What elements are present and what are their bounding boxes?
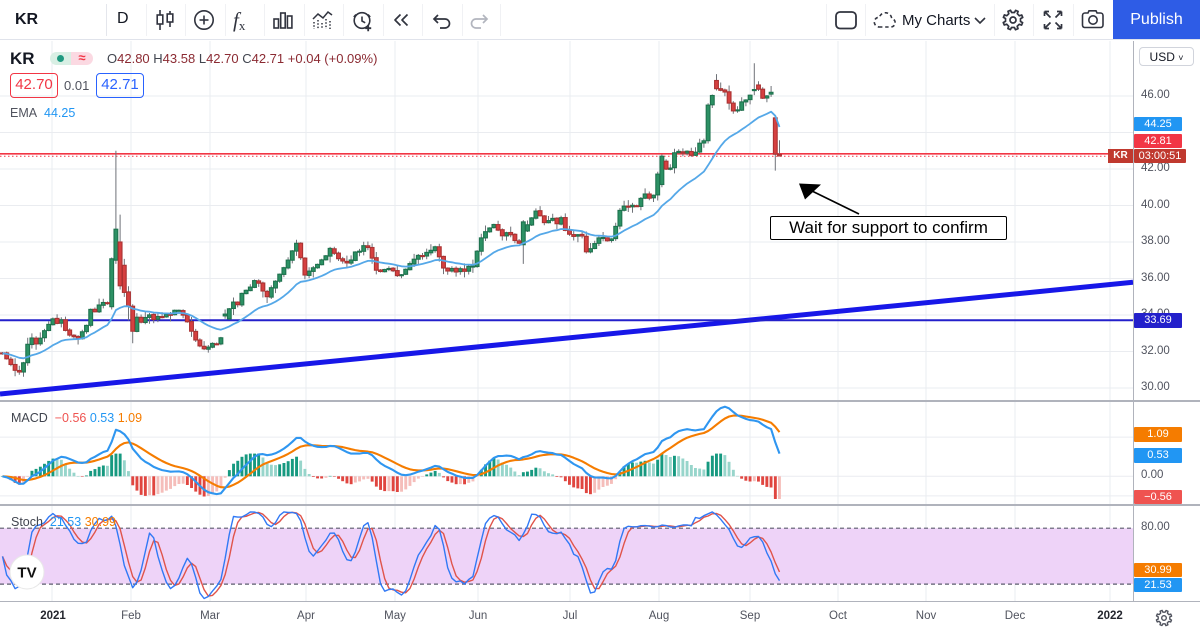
svg-text:TV: TV [17, 565, 36, 582]
